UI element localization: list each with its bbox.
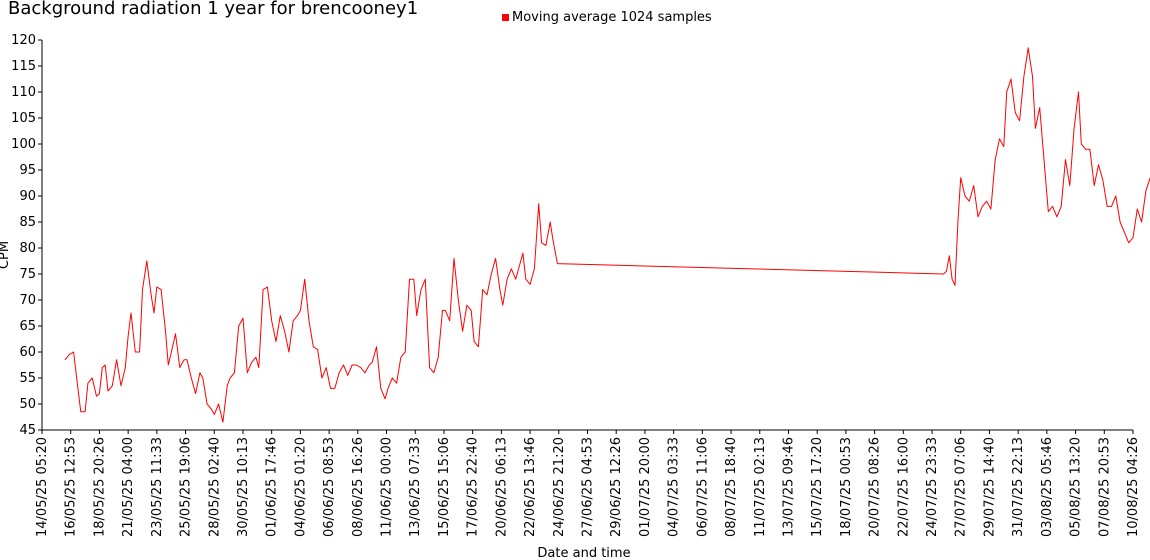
x-tick-label: 31/07/25 22:13 [1011,437,1026,537]
x-tick-label: 04/07/25 03:33 [667,437,682,537]
axes [41,40,1133,431]
x-tick-label: 22/06/25 13:46 [523,437,538,537]
x-tick-label: 13/06/25 07:33 [408,437,423,537]
y-tick-label: 50 [19,397,36,412]
x-tick-label: 11/07/25 02:13 [753,437,768,537]
x-tick-label: 29/07/25 14:40 [982,437,997,537]
x-tick-label: 29/06/25 12:26 [609,437,624,537]
x-tick-label: 24/07/25 23:33 [925,437,940,537]
y-tick-label: 105 [11,111,36,126]
x-tick-label: 04/06/25 01:20 [293,437,308,537]
x-tick-label: 24/06/25 21:20 [552,437,567,537]
x-tick-label: 07/08/25 20:53 [1097,437,1112,537]
y-axis-ticks: 45 50 55 60 65 70 75 80 85 90 95 100 105 110 115 120 [11,33,42,438]
x-tick-label: 27/07/25 07:06 [954,437,969,537]
x-tick-label: 23/05/25 11:33 [150,437,165,537]
x-tick-label: 01/07/25 20:00 [638,437,653,537]
series-group [64,47,1150,423]
x-tick-label: 27/06/25 04:53 [581,437,596,537]
x-tick-label: 01/06/25 17:46 [265,437,280,537]
x-axis-label: Date and time [537,546,630,560]
x-tick-label: 18/05/25 20:26 [92,437,107,537]
y-tick-label: 70 [19,293,36,308]
y-tick-label: 110 [11,85,36,100]
x-tick-label: 13/07/25 09:46 [781,437,796,537]
x-tick-label: 08/06/25 16:26 [351,437,366,537]
y-tick-label: 115 [11,59,36,74]
x-tick-label: 20/07/25 08:26 [868,437,883,537]
x-tick-label: 05/08/25 13:20 [1069,437,1084,537]
x-tick-label: 15/06/25 15:06 [437,437,452,537]
y-axis-label: CPM [0,241,12,269]
y-tick-label: 75 [19,267,36,282]
y-tick-label: 85 [19,215,36,230]
x-axis-ticks: 14/05/25 05:20 16/05/25 12:53 18/05/25 20:… [35,430,1141,537]
chart-legend: Moving average 1024 samples [502,10,712,25]
y-tick-label: 90 [19,189,36,204]
y-tick-label: 95 [19,163,36,178]
x-tick-label: 06/07/25 11:06 [695,437,710,537]
x-tick-label: 11/06/25 00:00 [380,437,395,537]
y-tick-label: 100 [11,137,36,152]
legend-label: Moving average 1024 samples [512,10,712,25]
series-line [64,47,1150,423]
y-tick-label: 45 [19,423,36,438]
x-tick-label: 25/05/25 19:06 [179,437,194,537]
y-tick-label: 55 [19,371,36,386]
x-tick-label: 16/05/25 12:53 [64,437,79,537]
x-tick-label: 20/06/25 06:13 [494,437,509,537]
legend-swatch [502,14,509,21]
x-tick-label: 22/07/25 16:00 [896,437,911,537]
x-tick-label: 28/05/25 02:40 [207,437,222,537]
x-tick-label: 03/08/25 05:46 [1040,437,1055,537]
x-tick-label: 30/05/25 10:13 [236,437,251,537]
x-tick-label: 15/07/25 17:20 [810,437,825,537]
x-tick-label: 14/05/25 05:20 [35,437,50,537]
x-tick-label: 08/07/25 18:40 [724,437,739,537]
x-tick-label: 21/05/25 04:00 [121,437,136,537]
y-tick-label: 120 [11,33,36,48]
y-tick-label: 65 [19,319,36,334]
x-tick-label: 06/06/25 08:53 [322,437,337,537]
x-tick-label: 17/06/25 22:40 [466,437,481,537]
x-tick-label: 18/07/25 00:53 [839,437,854,537]
y-tick-label: 80 [19,241,36,256]
x-tick-label: 10/08/25 04:26 [1126,437,1141,537]
y-tick-label: 60 [19,345,36,360]
chart-title: Background radiation 1 year for brencoon… [8,0,419,19]
